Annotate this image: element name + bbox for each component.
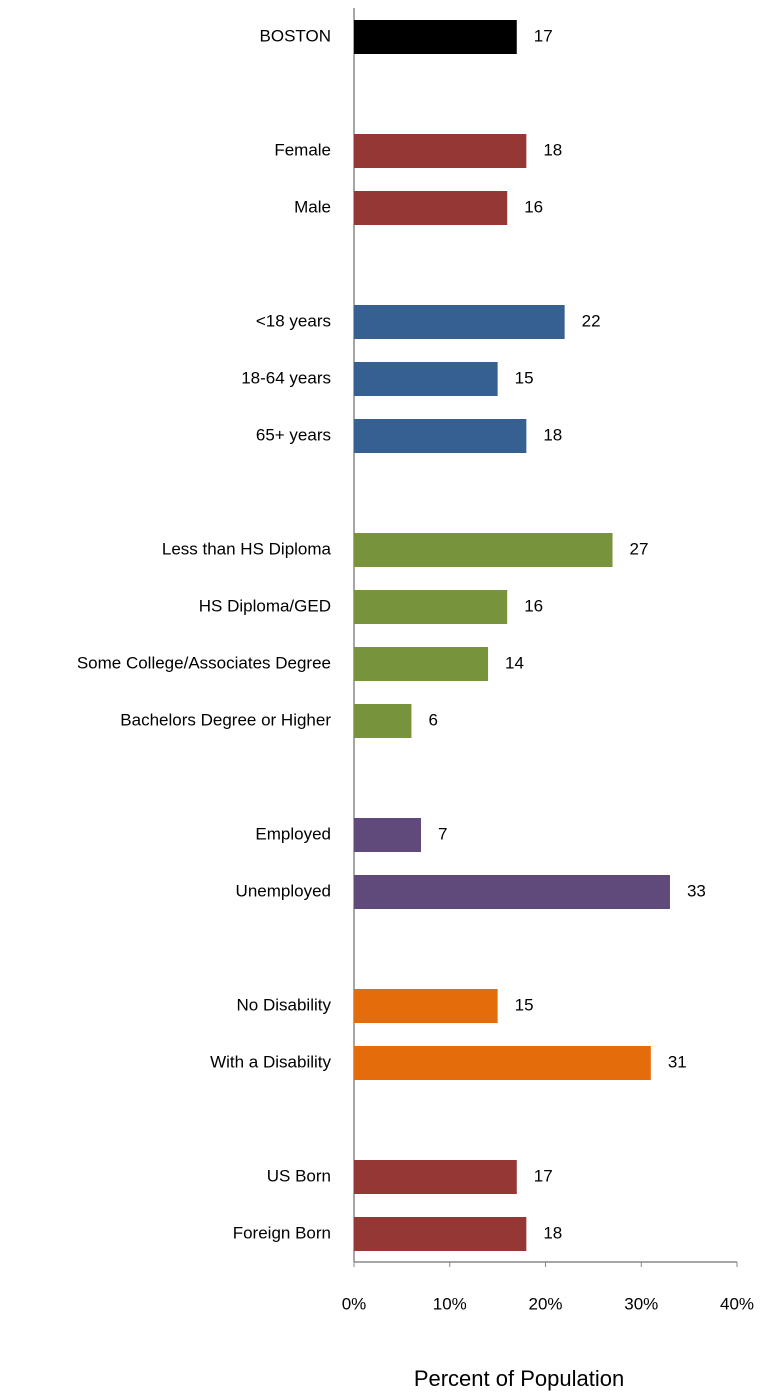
y-tick-label: US Born [267,1166,331,1185]
y-tick-label: <18 years [256,311,331,330]
x-tick-label: 10% [433,1294,467,1313]
value-label: 6 [428,710,437,729]
value-label: 33 [687,881,706,900]
bar [354,647,489,681]
value-label: 22 [582,311,601,330]
value-label: 18 [543,140,562,159]
value-label: 31 [668,1052,687,1071]
y-tick-label: 65+ years [256,425,331,444]
x-tick-label: 30% [624,1294,658,1313]
value-label: 15 [515,368,534,387]
bar [354,989,498,1023]
value-label: 17 [534,1166,553,1185]
bar [354,875,670,909]
y-tick-label: Male [294,197,331,216]
y-tick-label: Female [274,140,331,159]
bar [354,1217,527,1251]
bar [354,1160,517,1194]
bar [354,704,412,738]
y-tick-label: HS Diploma/GED [199,596,331,615]
bar [354,134,527,168]
value-label: 18 [543,425,562,444]
value-label: 14 [505,653,524,672]
y-tick-label: Foreign Born [233,1223,331,1242]
bar [354,533,613,567]
value-label: 18 [543,1223,562,1242]
bar [354,20,517,54]
y-tick-label: Some College/Associates Degree [77,653,331,672]
y-tick-label: Less than HS Diploma [162,539,332,558]
y-tick-label: Bachelors Degree or Higher [120,710,331,729]
y-tick-label: 18-64 years [241,368,331,387]
y-tick-label: Unemployed [236,881,331,900]
bar [354,818,422,852]
value-label: 16 [524,197,543,216]
bar [354,362,498,396]
x-axis-title: Percent of Population [414,1366,624,1391]
value-label: 7 [438,824,447,843]
bar [354,191,508,225]
bar [354,305,565,339]
y-tick-label: BOSTON [260,26,331,45]
x-tick-label: 20% [528,1294,562,1313]
value-label: 27 [630,539,649,558]
value-label: 16 [524,596,543,615]
y-tick-label: With a Disability [210,1052,331,1071]
y-tick-label: No Disability [237,995,332,1014]
bar [354,590,508,624]
bar [354,1046,651,1080]
x-tick-label: 40% [720,1294,754,1313]
value-label: 15 [515,995,534,1014]
x-tick-label: 0% [342,1294,367,1313]
value-label: 17 [534,26,553,45]
y-tick-label: Employed [255,824,331,843]
bar [354,419,527,453]
